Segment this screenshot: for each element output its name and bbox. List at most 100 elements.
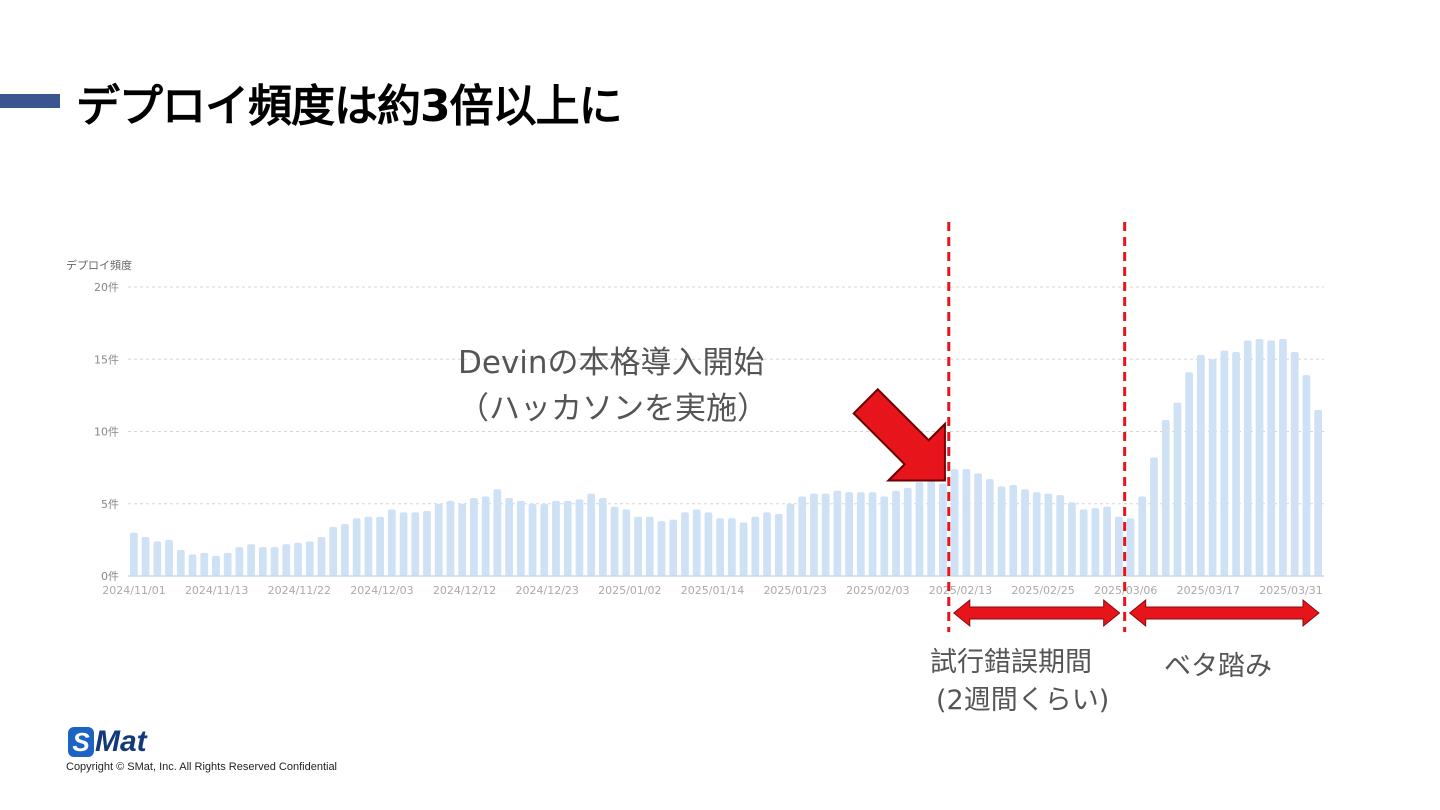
x-tick-label: 2024/12/03 xyxy=(350,584,413,597)
bar xyxy=(481,496,490,576)
bar xyxy=(868,492,877,576)
bar xyxy=(446,500,455,576)
bar xyxy=(411,512,420,576)
bar xyxy=(751,516,760,576)
y-tick-label: 5件 xyxy=(101,498,119,511)
y-axis-label: デプロイ頻度 xyxy=(66,258,132,272)
bar xyxy=(516,500,525,576)
bar xyxy=(235,547,244,576)
bar xyxy=(1173,402,1182,576)
bar xyxy=(810,493,818,576)
bar xyxy=(1255,339,1264,576)
bar xyxy=(282,544,291,576)
bar xyxy=(974,473,982,576)
bar xyxy=(997,486,1006,576)
bar xyxy=(563,500,572,576)
bar xyxy=(821,493,830,576)
bar xyxy=(892,490,900,576)
bar xyxy=(599,497,607,576)
bar xyxy=(1056,495,1065,576)
bar xyxy=(247,544,255,576)
bar xyxy=(341,523,349,576)
slide-title: デプロイ頻度は約3倍以上に xyxy=(76,81,623,132)
bar xyxy=(1021,489,1029,576)
bar xyxy=(985,479,994,576)
bar xyxy=(1079,509,1088,576)
bar xyxy=(129,532,138,576)
annotation-arrow-shape xyxy=(852,387,946,482)
logo-s-mark: S xyxy=(68,727,94,757)
x-tick-label: 2025/01/02 xyxy=(598,584,661,597)
bar xyxy=(212,555,220,576)
bar xyxy=(505,497,513,576)
x-tick-label: 2025/03/17 xyxy=(1177,584,1240,597)
bar xyxy=(634,516,642,576)
bar xyxy=(1243,340,1252,576)
bar xyxy=(927,480,936,576)
x-tick-label: 2025/02/25 xyxy=(1011,584,1074,597)
bar xyxy=(1044,493,1053,576)
title-accent-bar xyxy=(0,94,60,108)
x-tick-label: 2025/03/31 xyxy=(1259,584,1322,597)
trial-period-line-1: 試行錯誤期間 xyxy=(930,647,1092,678)
bar xyxy=(540,503,549,576)
y-tick-label: 0件 xyxy=(101,570,119,583)
bar xyxy=(258,547,267,576)
bar xyxy=(270,547,279,576)
period-range-arrow xyxy=(1128,598,1320,628)
y-tick-label: 10件 xyxy=(94,426,119,439)
trial-period-label: 試行錯誤期間 (2週間くらい) xyxy=(930,644,1109,720)
bar xyxy=(1032,492,1041,576)
bar xyxy=(880,496,889,576)
bar xyxy=(1267,340,1276,576)
bar xyxy=(1314,409,1323,576)
annotation-line-1: Devinの本格導入開始 xyxy=(458,345,765,381)
bar xyxy=(165,539,173,576)
bar xyxy=(1197,354,1205,576)
bar xyxy=(939,483,947,576)
annotation-line-2: （ハッカソンを実施） xyxy=(458,391,768,427)
bar xyxy=(587,493,596,576)
bars xyxy=(129,339,1323,576)
bar xyxy=(610,506,619,576)
x-tick-label: 2024/11/01 xyxy=(102,584,165,597)
bar xyxy=(786,503,795,576)
bar xyxy=(329,526,338,576)
bar xyxy=(423,510,431,576)
x-tick-label: 2024/12/12 xyxy=(433,584,496,597)
bar xyxy=(153,541,162,576)
bar xyxy=(1114,516,1123,576)
bar xyxy=(1091,508,1100,576)
bar xyxy=(1279,339,1287,576)
bar xyxy=(434,503,443,576)
bar xyxy=(1232,352,1240,576)
bar xyxy=(1185,372,1194,576)
bar xyxy=(681,512,689,576)
bar xyxy=(669,519,678,576)
logo-wordmark: Mat xyxy=(95,725,147,758)
bar xyxy=(622,509,631,576)
bar xyxy=(1161,419,1170,576)
bar xyxy=(223,552,232,576)
bar xyxy=(1068,502,1076,576)
bar xyxy=(317,536,326,576)
x-tick-label: 2024/12/23 xyxy=(516,584,579,597)
x-tick-label: 2025/02/13 xyxy=(929,584,992,597)
bar xyxy=(774,513,783,576)
x-tick-labels: 2024/11/01 2024/11/13 2024/11/22 2024/12/03… xyxy=(102,584,1322,597)
bar xyxy=(1290,352,1299,576)
bar xyxy=(950,469,959,576)
bar xyxy=(200,552,209,576)
bar xyxy=(1126,518,1135,576)
bar xyxy=(727,518,736,576)
bar xyxy=(528,503,537,576)
bar xyxy=(387,509,396,576)
bar xyxy=(903,487,912,576)
bar xyxy=(1009,484,1018,576)
bar xyxy=(176,549,185,576)
y-tick-label: 15件 xyxy=(94,353,119,366)
bar xyxy=(352,518,361,576)
x-tick-label: 2025/01/14 xyxy=(681,584,744,597)
annotation-markers xyxy=(852,222,1320,632)
